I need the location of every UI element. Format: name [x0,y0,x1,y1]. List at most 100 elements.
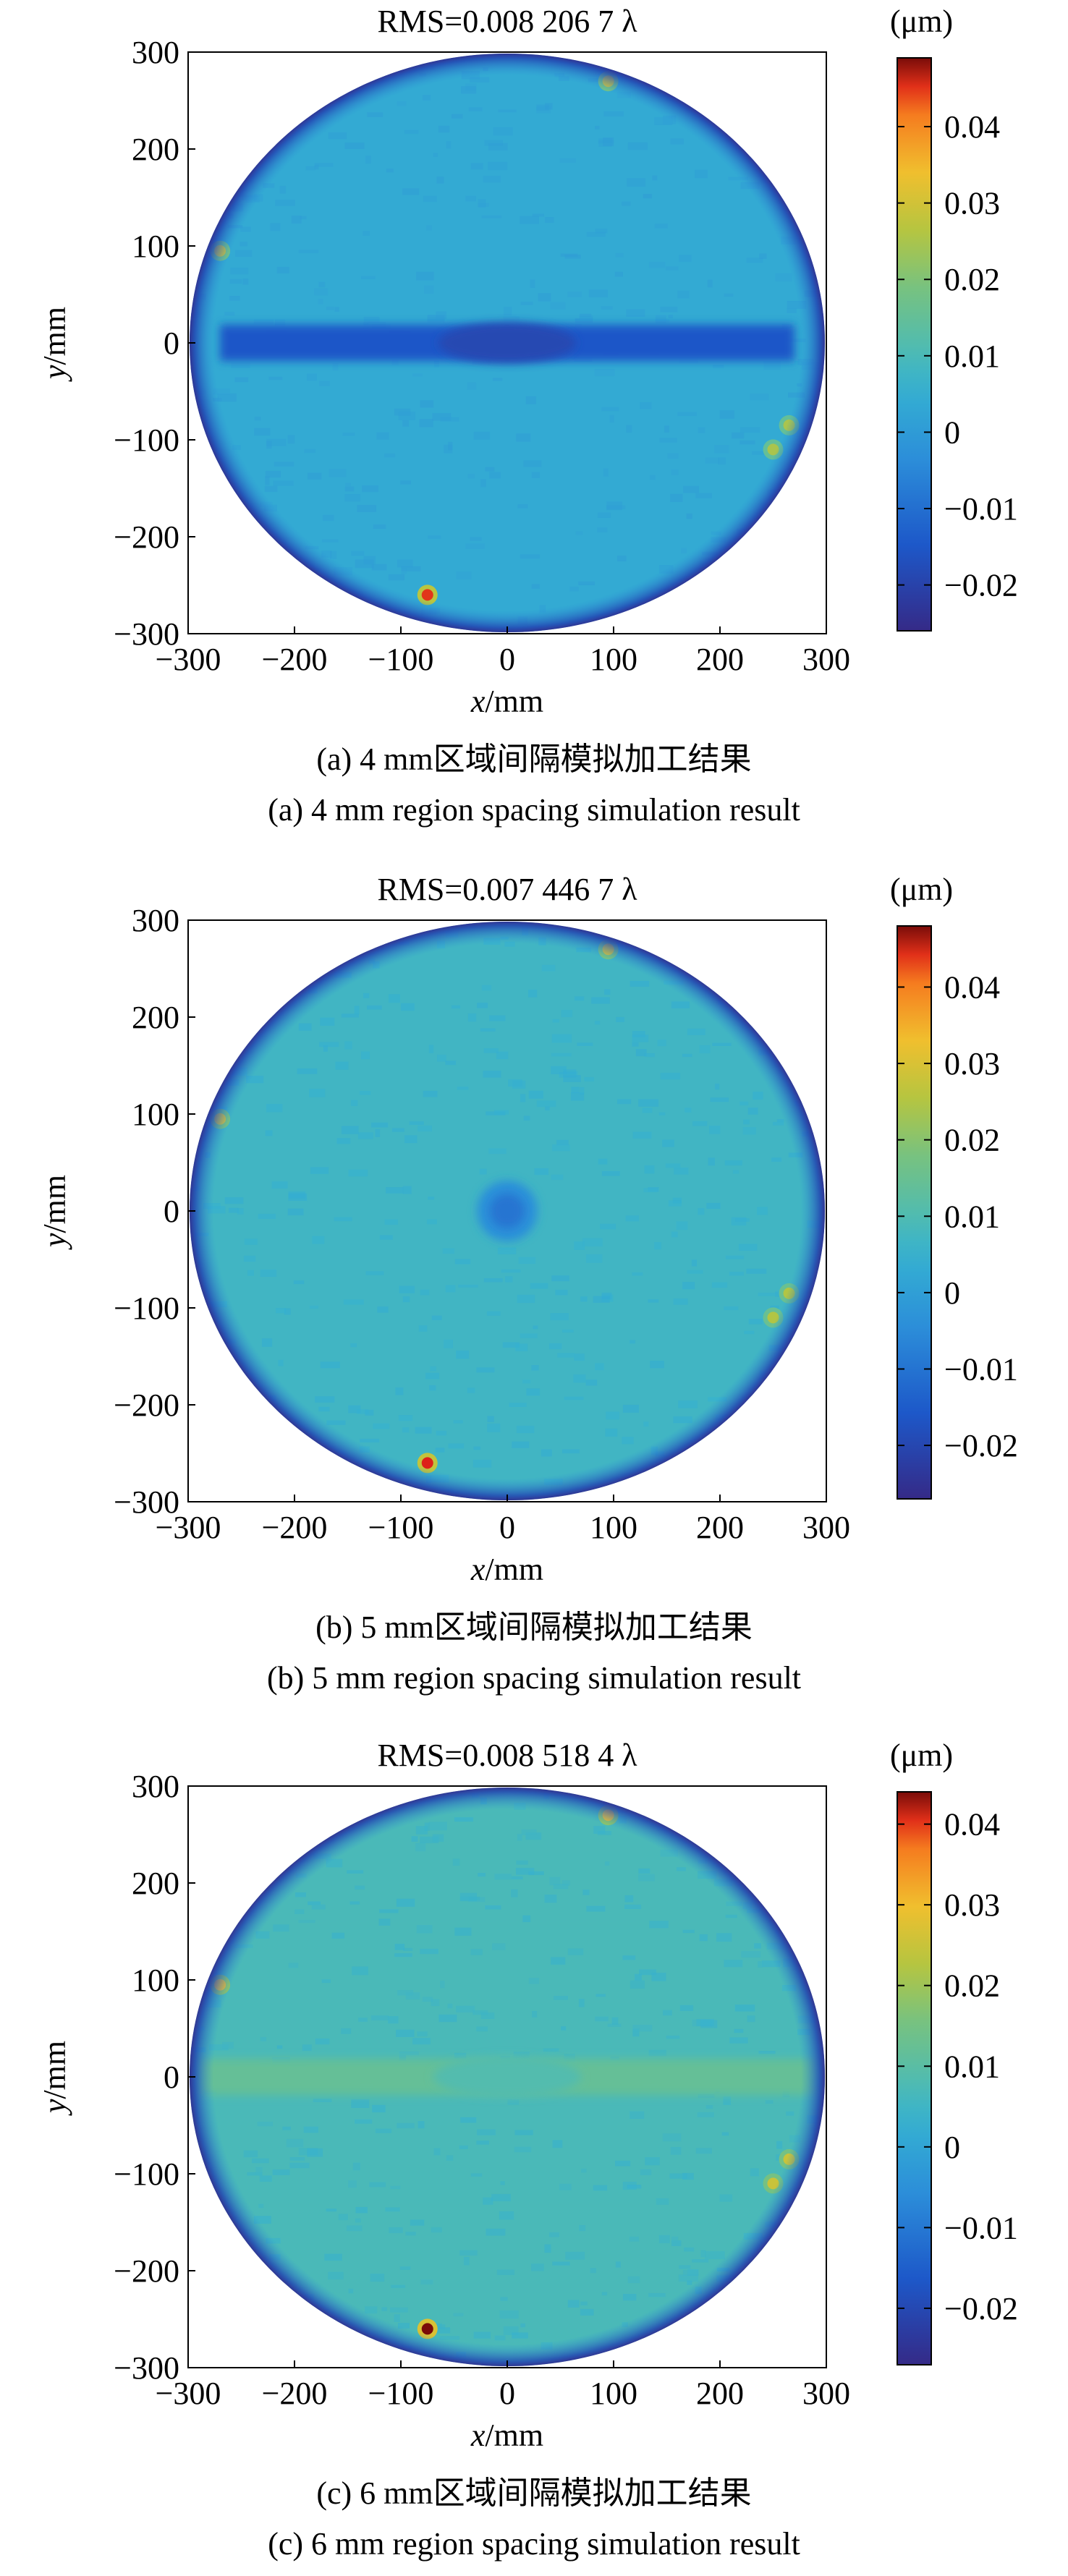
speckle [821,1309,825,1316]
speckle [805,1812,822,1819]
speckle [391,1789,399,1793]
speckle [192,2157,204,2161]
colorbar [897,925,932,1500]
speckle [196,621,212,626]
x-tick-label: −100 [368,1510,434,1545]
speckle [794,1882,811,1889]
speckle [190,2278,208,2282]
colorbar-tick-label: −0.02 [944,1428,1018,1463]
y-tick-label: 100 [132,1963,179,1998]
speckle [818,2154,825,2161]
speckle [275,973,289,978]
speckle [750,2295,755,2302]
speckle [194,1346,211,1356]
y-tick-label: 200 [132,1866,179,1901]
y-tick-label: 200 [132,1000,179,1035]
speckle [792,1400,809,1406]
colorbar-unit: (μm) [890,4,953,39]
speckle [281,1486,297,1491]
speckle [619,1493,633,1497]
speckle [716,1816,729,1821]
speckle [344,1808,358,1814]
speckle [794,561,809,569]
speckle [193,240,205,245]
speckle [362,1494,381,1500]
x-tick-label: −200 [262,642,328,677]
speckle [399,56,417,63]
speckle [196,1939,213,1949]
speckle [639,61,650,67]
speckle [776,1486,792,1489]
speckle [340,614,349,624]
speckle [770,528,784,532]
speckle [758,1811,764,1818]
speckle [347,61,361,69]
speckle [255,1834,267,1842]
speckle [200,181,206,190]
speckle [794,205,810,211]
colorbar [897,57,932,632]
speckle [820,1987,825,1994]
speckle [192,1817,202,1824]
speckle [771,2273,780,2280]
speckle [209,1383,218,1390]
speckle [209,490,219,497]
speckle [304,1445,323,1450]
speckle [247,608,261,615]
speckle [692,577,703,584]
speckle [779,926,797,932]
speckle [760,1462,780,1468]
speckle [808,538,825,545]
y-tick-label: 300 [132,35,179,70]
aperture-edge [190,54,825,632]
speckle [206,1468,224,1474]
speckle [741,621,751,626]
speckle [794,1866,815,1874]
speckle [258,558,271,566]
speckle [250,552,262,556]
speckle [263,622,282,630]
speckle [399,922,410,932]
speckle [354,2360,370,2366]
speckle [809,506,818,514]
speckle [817,1409,825,1415]
speckle [222,2274,240,2281]
speckle [261,566,281,572]
speckle [242,928,249,937]
colorbar-tick-label: 0.02 [944,1123,1000,1158]
figure-panel-b: −300 −200 −100 0 100 200 300 300 200 100 0 −100 −200… [0,868,1068,1729]
caption-cn-b: (b) 5 mm区域间隔模拟加工结果 [315,1610,753,1645]
speckle [190,605,195,610]
speckle [276,1821,284,1827]
x-tick-label: −300 [156,2376,221,2411]
speckle [761,543,775,551]
speckle [328,605,334,610]
speckle [722,574,732,583]
x-tick-label: 0 [499,2376,515,2411]
speckle [297,924,308,932]
x-tick-label: −200 [262,2376,328,2411]
speckle [381,70,387,75]
colorbar-tick-label: 0.03 [944,1887,1000,1923]
speckle [295,108,308,114]
speckle [789,2255,807,2263]
y-tick-label: −100 [114,422,179,458]
speckle [237,1419,248,1424]
speckle [709,1468,724,1474]
y-tick-label: −300 [114,1484,179,1520]
speckle [297,945,308,948]
speckle [822,1919,825,1926]
speckle [669,958,685,962]
speckle [343,60,358,67]
x-tick-label: 200 [696,2376,744,2411]
speckle [247,1484,262,1491]
speckle [218,2277,224,2284]
caption-cn-a: (a) 4 mm区域间隔模拟加工结果 [316,741,752,777]
speckle [210,117,222,122]
speckle [737,605,751,609]
speckle [213,616,233,621]
x-axis-label: x/mm [470,1552,543,1587]
speckle [275,1439,286,1444]
speckle [725,1487,734,1491]
speckle [810,1008,821,1013]
